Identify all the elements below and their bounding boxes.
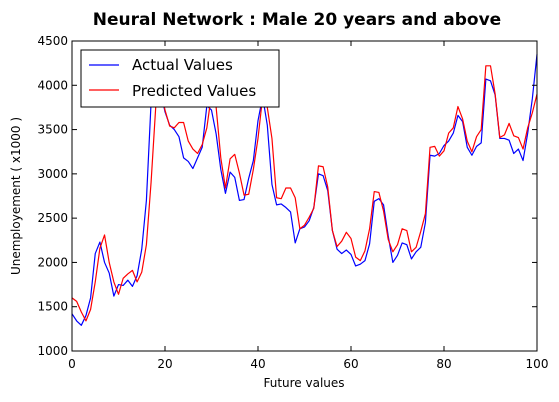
y-tick-label: 4000 <box>37 78 68 92</box>
plot-frame <box>71 40 538 352</box>
x-tick-label: 100 <box>526 357 549 371</box>
series-line-actual <box>71 54 538 326</box>
x-tick-label: 40 <box>250 357 265 371</box>
y-tick-label: 3500 <box>37 123 68 137</box>
legend: Actual Values Predicted Values <box>80 49 280 108</box>
x-tick-label: 20 <box>157 357 172 371</box>
legend-label-predicted: Predicted Values <box>132 82 256 100</box>
legend-label-actual: Actual Values <box>132 56 233 74</box>
x-tick-label: 60 <box>343 357 358 371</box>
chart-title: Neural Network : Male 20 years and above <box>93 10 501 30</box>
ticks-layer: 0 20 40 60 80 100 1000 1500 2000 2500 3000 3500 4000… <box>37 34 548 371</box>
y-tick-label: 1500 <box>37 300 68 314</box>
x-axis-label: Future values <box>263 376 344 390</box>
y-tick-label: 3000 <box>37 167 68 181</box>
series-line-predicted <box>71 65 538 322</box>
y-tick-label: 4500 <box>37 34 68 48</box>
x-tick-label: 0 <box>68 357 76 371</box>
y-tick-label: 2500 <box>37 211 68 225</box>
series-layer <box>71 54 538 326</box>
y-axis-label: Unemployement ( x1000 ) <box>9 117 23 275</box>
legend-box <box>80 49 280 108</box>
y-tick-label: 2000 <box>37 255 68 269</box>
y-tick-label: 1000 <box>37 344 68 358</box>
x-tick-label: 80 <box>436 357 451 371</box>
